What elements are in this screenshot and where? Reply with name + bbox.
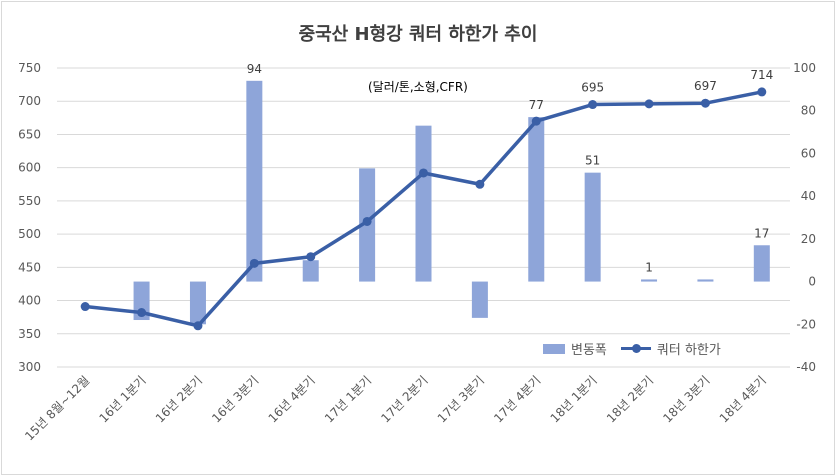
line-point [306, 252, 316, 262]
x-tick-label: 15년 8월~12월 [22, 373, 92, 443]
y-right-tick-label: 20 [801, 232, 816, 246]
x-tick-label: 16년 4분기 [266, 373, 318, 425]
y-right-tick-label: 80 [801, 104, 816, 118]
y-left-tick-label: 350 [18, 327, 41, 341]
y-left-tick-label: 300 [18, 360, 41, 374]
x-tick-label: 17년 4분기 [491, 373, 543, 425]
legend: 변동폭 쿼터 하한가 [543, 339, 735, 358]
bar [415, 125, 432, 282]
x-tick-label: 18년 4분기 [717, 373, 769, 425]
y-right-tick-label: 40 [801, 189, 816, 203]
unit-note: (달러/톤,소형,CFR) [368, 80, 468, 94]
y-right-tick-label: -20 [796, 317, 816, 331]
line-point [249, 258, 259, 268]
line-point [588, 100, 598, 110]
y-left-tick-label: 650 [18, 127, 41, 141]
y-right-tick-label: 100 [793, 61, 816, 75]
y-left-tick-label: 750 [18, 61, 41, 75]
x-tick-label: 16년 1분기 [96, 373, 148, 425]
line-data-label: 695 [581, 81, 604, 95]
line-point [80, 302, 90, 312]
line-point [644, 99, 654, 109]
line-point [362, 216, 372, 226]
legend-item-change: 변동폭 [543, 339, 607, 358]
y-left-tick-label: 450 [18, 260, 41, 274]
x-tick-label: 17년 1분기 [322, 373, 374, 425]
bar [697, 279, 714, 282]
legend-item-floor-price: 쿼터 하한가 [620, 339, 721, 358]
legend-label-floor-price: 쿼터 하한가 [656, 343, 721, 358]
y-left-tick-label: 600 [18, 161, 41, 175]
y-left-tick-label: 400 [18, 294, 41, 308]
y-left-tick-label: 500 [18, 227, 41, 241]
bar [753, 245, 770, 282]
line-point [757, 87, 767, 97]
bar-data-label: 94 [247, 62, 262, 76]
chart-title: 중국산 H형강 쿼터 하한가 추이 [298, 24, 538, 45]
x-tick-label: 18년 2분기 [604, 373, 656, 425]
y-right-tick-label: -40 [796, 360, 816, 374]
y-right-tick-label: 60 [801, 146, 816, 160]
legend-label-change: 변동폭 [571, 343, 607, 358]
line-point [137, 308, 147, 318]
line-point [700, 98, 710, 108]
y-left-tick-label: 550 [18, 194, 41, 208]
line-point [193, 321, 203, 331]
x-tick-label: 16년 3분기 [209, 373, 261, 425]
x-tick-label: 18년 3분기 [660, 373, 712, 425]
line-data-label: 714 [750, 68, 773, 82]
x-tick-label: 17년 3분기 [435, 373, 487, 425]
x-tick-label: 16년 2분기 [153, 373, 205, 425]
bar-data-label: 1 [645, 260, 653, 274]
bar [246, 80, 263, 282]
x-tick-label: 18년 1분기 [548, 373, 600, 425]
line-point [419, 168, 428, 178]
legend-line-swatch [620, 344, 651, 353]
y-right-tick-label: 0 [808, 275, 816, 289]
bar [302, 260, 319, 282]
legend-bar-swatch [543, 343, 565, 354]
line-point [531, 116, 541, 126]
bar-data-label: 51 [585, 154, 600, 168]
bar [189, 281, 206, 325]
x-tick-label: 17년 2분기 [378, 373, 430, 425]
line-data-label: 697 [694, 79, 717, 93]
bar-data-label: 77 [529, 98, 544, 112]
bar-data-label: 17 [754, 226, 769, 240]
bar [641, 279, 658, 282]
bar [584, 172, 601, 282]
line-point [475, 179, 485, 189]
bar [528, 117, 545, 282]
bar [471, 281, 488, 318]
y-left-tick-label: 700 [18, 94, 41, 108]
